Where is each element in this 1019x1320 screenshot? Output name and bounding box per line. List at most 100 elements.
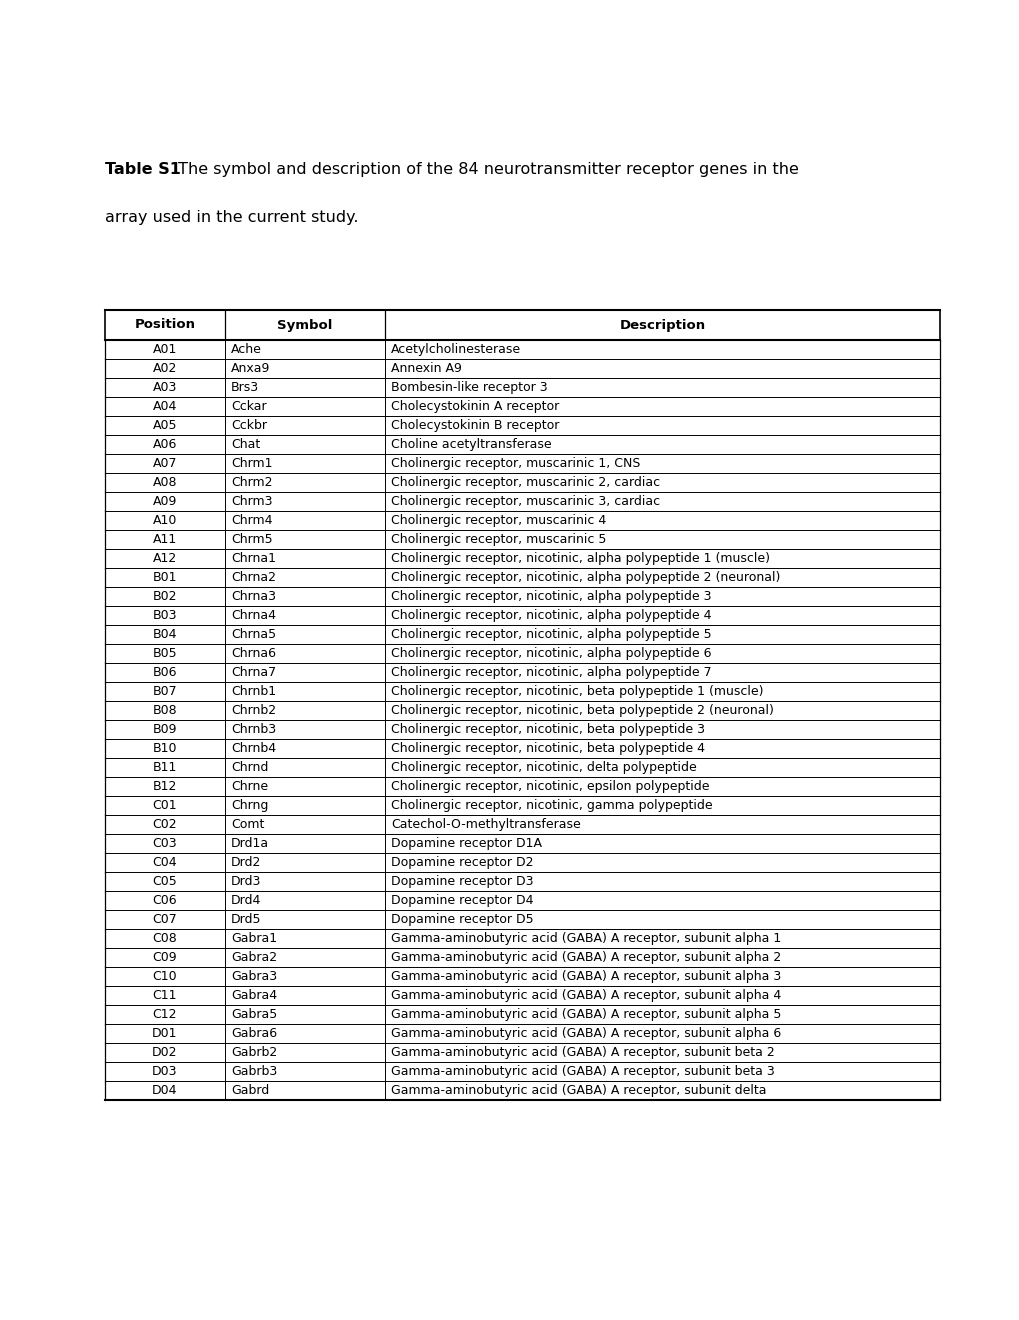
Text: Gamma-aminobutyric acid (GABA) A receptor, subunit alpha 6: Gamma-aminobutyric acid (GABA) A recepto…: [390, 1027, 781, 1040]
Text: Gabra6: Gabra6: [230, 1027, 277, 1040]
Text: C12: C12: [153, 1008, 177, 1020]
Text: B12: B12: [153, 780, 177, 793]
Text: Choline acetyltransferase: Choline acetyltransferase: [390, 438, 551, 451]
Text: Gamma-aminobutyric acid (GABA) A receptor, subunit alpha 1: Gamma-aminobutyric acid (GABA) A recepto…: [390, 932, 781, 945]
Text: Gabra4: Gabra4: [230, 989, 277, 1002]
Text: A04: A04: [153, 400, 177, 413]
Text: Chrnb3: Chrnb3: [230, 723, 276, 737]
Text: Cholinergic receptor, nicotinic, alpha polypeptide 4: Cholinergic receptor, nicotinic, alpha p…: [390, 609, 711, 622]
Text: Cholinergic receptor, nicotinic, beta polypeptide 4: Cholinergic receptor, nicotinic, beta po…: [390, 742, 704, 755]
Text: A11: A11: [153, 533, 177, 546]
Text: C01: C01: [153, 799, 177, 812]
Text: Drd4: Drd4: [230, 894, 261, 907]
Text: Gabra1: Gabra1: [230, 932, 277, 945]
Text: Comt: Comt: [230, 818, 264, 832]
Text: C11: C11: [153, 989, 177, 1002]
Text: Cholinergic receptor, nicotinic, alpha polypeptide 1 (muscle): Cholinergic receptor, nicotinic, alpha p…: [390, 552, 769, 565]
Text: Table S1: Table S1: [105, 162, 180, 177]
Text: Cckbr: Cckbr: [230, 418, 267, 432]
Text: A12: A12: [153, 552, 177, 565]
Text: Ache: Ache: [230, 343, 262, 356]
Text: Chrna7: Chrna7: [230, 667, 276, 678]
Text: Gabra2: Gabra2: [230, 950, 277, 964]
Text: Dopamine receptor D1A: Dopamine receptor D1A: [390, 837, 541, 850]
Text: Chrnb2: Chrnb2: [230, 704, 276, 717]
Text: array used in the current study.: array used in the current study.: [105, 210, 358, 224]
Text: B06: B06: [153, 667, 177, 678]
Text: Chrna4: Chrna4: [230, 609, 276, 622]
Text: Chrnb4: Chrnb4: [230, 742, 276, 755]
Text: D03: D03: [152, 1065, 177, 1078]
Text: C08: C08: [153, 932, 177, 945]
Text: Cholinergic receptor, nicotinic, beta polypeptide 1 (muscle): Cholinergic receptor, nicotinic, beta po…: [390, 685, 763, 698]
Text: Cholinergic receptor, nicotinic, alpha polypeptide 5: Cholinergic receptor, nicotinic, alpha p…: [390, 628, 711, 642]
Text: Cholinergic receptor, nicotinic, delta polypeptide: Cholinergic receptor, nicotinic, delta p…: [390, 762, 696, 774]
Text: Cckar: Cckar: [230, 400, 266, 413]
Text: A10: A10: [153, 513, 177, 527]
Text: Dopamine receptor D5: Dopamine receptor D5: [390, 913, 533, 927]
Text: Gamma-aminobutyric acid (GABA) A receptor, subunit delta: Gamma-aminobutyric acid (GABA) A recepto…: [390, 1084, 765, 1097]
Text: Drd5: Drd5: [230, 913, 261, 927]
Text: A07: A07: [153, 457, 177, 470]
Text: C06: C06: [153, 894, 177, 907]
Text: A06: A06: [153, 438, 177, 451]
Text: C10: C10: [153, 970, 177, 983]
Text: Drd1a: Drd1a: [230, 837, 269, 850]
Text: Cholinergic receptor, muscarinic 5: Cholinergic receptor, muscarinic 5: [390, 533, 605, 546]
Text: Chrm2: Chrm2: [230, 477, 272, 488]
Text: Bombesin-like receptor 3: Bombesin-like receptor 3: [390, 381, 547, 393]
Text: Dopamine receptor D2: Dopamine receptor D2: [390, 855, 533, 869]
Text: A09: A09: [153, 495, 177, 508]
Text: Cholinergic receptor, nicotinic, alpha polypeptide 6: Cholinergic receptor, nicotinic, alpha p…: [390, 647, 711, 660]
Text: Chrna1: Chrna1: [230, 552, 276, 565]
Text: Gamma-aminobutyric acid (GABA) A receptor, subunit alpha 3: Gamma-aminobutyric acid (GABA) A recepto…: [390, 970, 781, 983]
Text: C09: C09: [153, 950, 177, 964]
Text: Cholinergic receptor, nicotinic, beta polypeptide 2 (neuronal): Cholinergic receptor, nicotinic, beta po…: [390, 704, 773, 717]
Text: Annexin A9: Annexin A9: [390, 362, 462, 375]
Text: Cholecystokinin B receptor: Cholecystokinin B receptor: [390, 418, 558, 432]
Text: C07: C07: [153, 913, 177, 927]
Text: C02: C02: [153, 818, 177, 832]
Text: B11: B11: [153, 762, 177, 774]
Text: A08: A08: [153, 477, 177, 488]
Text: Cholinergic receptor, muscarinic 4: Cholinergic receptor, muscarinic 4: [390, 513, 605, 527]
Text: Cholinergic receptor, nicotinic, alpha polypeptide 2 (neuronal): Cholinergic receptor, nicotinic, alpha p…: [390, 572, 780, 583]
Text: D01: D01: [152, 1027, 177, 1040]
Text: B02: B02: [153, 590, 177, 603]
Text: C05: C05: [153, 875, 177, 888]
Text: A05: A05: [153, 418, 177, 432]
Text: Chrnd: Chrnd: [230, 762, 268, 774]
Text: D04: D04: [152, 1084, 177, 1097]
Text: Cholinergic receptor, muscarinic 3, cardiac: Cholinergic receptor, muscarinic 3, card…: [390, 495, 659, 508]
Text: Chrm3: Chrm3: [230, 495, 272, 508]
Text: B08: B08: [153, 704, 177, 717]
Text: Cholinergic receptor, muscarinic 2, cardiac: Cholinergic receptor, muscarinic 2, card…: [390, 477, 659, 488]
Text: Cholinergic receptor, nicotinic, alpha polypeptide 3: Cholinergic receptor, nicotinic, alpha p…: [390, 590, 711, 603]
Text: Chrnb1: Chrnb1: [230, 685, 276, 698]
Text: Gabra3: Gabra3: [230, 970, 277, 983]
Text: Cholecystokinin A receptor: Cholecystokinin A receptor: [390, 400, 558, 413]
Text: C03: C03: [153, 837, 177, 850]
Text: Gabrb2: Gabrb2: [230, 1045, 277, 1059]
Text: Chrm4: Chrm4: [230, 513, 272, 527]
Text: Anxa9: Anxa9: [230, 362, 270, 375]
Text: Dopamine receptor D3: Dopamine receptor D3: [390, 875, 533, 888]
Text: Gamma-aminobutyric acid (GABA) A receptor, subunit beta 3: Gamma-aminobutyric acid (GABA) A recepto…: [390, 1065, 774, 1078]
Text: Gamma-aminobutyric acid (GABA) A receptor, subunit alpha 4: Gamma-aminobutyric acid (GABA) A recepto…: [390, 989, 781, 1002]
Text: Symbol: Symbol: [277, 318, 332, 331]
Text: Gabrd: Gabrd: [230, 1084, 269, 1097]
Text: Chrng: Chrng: [230, 799, 268, 812]
Text: Cholinergic receptor, nicotinic, epsilon polypeptide: Cholinergic receptor, nicotinic, epsilon…: [390, 780, 709, 793]
Text: D02: D02: [152, 1045, 177, 1059]
Text: B07: B07: [153, 685, 177, 698]
Text: Catechol-O-methyltransferase: Catechol-O-methyltransferase: [390, 818, 580, 832]
Text: Chrne: Chrne: [230, 780, 268, 793]
Text: B05: B05: [153, 647, 177, 660]
Text: B09: B09: [153, 723, 177, 737]
Text: Gabrb3: Gabrb3: [230, 1065, 277, 1078]
Text: A03: A03: [153, 381, 177, 393]
Text: Chrna2: Chrna2: [230, 572, 276, 583]
Text: Chrna3: Chrna3: [230, 590, 276, 603]
Text: Chrm5: Chrm5: [230, 533, 272, 546]
Text: A02: A02: [153, 362, 177, 375]
